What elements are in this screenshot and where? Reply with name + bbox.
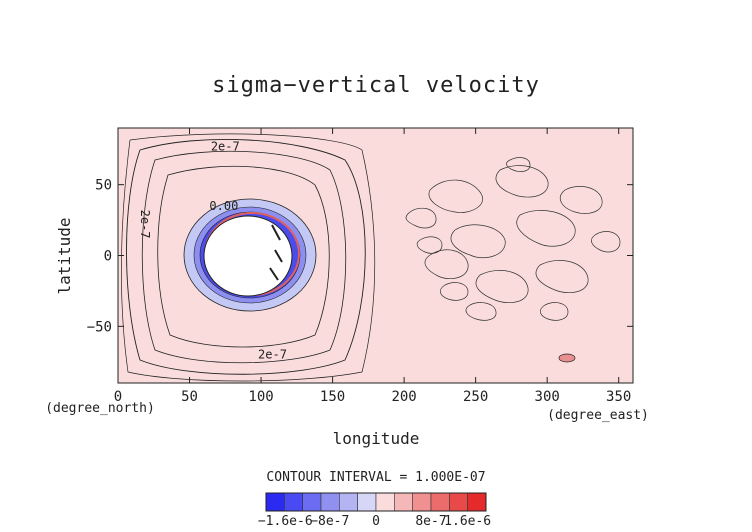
x-tick-label: 300 (535, 389, 560, 405)
x-tick-label: 200 (391, 389, 416, 405)
contour-label: 0.00 (209, 199, 238, 213)
contour-line (126, 138, 366, 375)
colorbar-swatch (449, 492, 468, 512)
colorbar-labels: −1.6e-6−8e-7 0 8e-71.6e-6 (258, 514, 491, 529)
contour-layer (121, 133, 621, 382)
colorbar-swatch (284, 492, 303, 512)
contour-label: 2e-7 (138, 210, 152, 239)
colorbar-tick-label: 1.6e-6 (444, 514, 491, 529)
colorbar-swatch (320, 492, 340, 512)
x-tick-label: 250 (463, 389, 488, 405)
colorbar-swatch (302, 492, 322, 512)
y-tick-label: 0 (104, 249, 112, 265)
colorbar-swatch (394, 492, 413, 512)
colorbar-swatch (357, 492, 377, 512)
colorbar-swatch (430, 492, 450, 512)
colorbar-tick-label: −8e-7 (310, 514, 349, 529)
contour-interval-text: CONTOUR INTERVAL = 1.000E-07 (266, 470, 485, 485)
x-tick-label: 150 (320, 389, 345, 405)
colorbar-swatch (412, 492, 432, 512)
colorbar-tick-label: 0 (372, 514, 380, 529)
colorbar-frame (265, 492, 487, 512)
x-unit-label: (degree_east) (547, 408, 649, 423)
contour-label: 2e-7 (211, 139, 240, 153)
rim-contours (269, 224, 283, 281)
x-tick-label: 50 (181, 389, 198, 405)
colorbar-tick-label: −1.6e-6 (258, 514, 313, 529)
eastern-noise-contours (405, 157, 621, 321)
contour-line (141, 150, 347, 364)
y-axis-label: latitude (55, 217, 74, 294)
small-positive-patch (558, 353, 576, 363)
colorbar-tick-label: 8e-7 (415, 514, 446, 529)
y-axis-ticks: −50 0 50 (87, 178, 633, 335)
x-axis-ticks: 0 50 100 150 200 250 300 350 (114, 128, 631, 405)
x-tick-label: 100 (248, 389, 273, 405)
x-tick-label: 0 (114, 389, 122, 405)
colorbar (265, 492, 487, 512)
colorbar-swatch (467, 492, 487, 512)
contour-label: 2e-7 (258, 348, 287, 362)
y-unit-label: (degree_north) (45, 401, 155, 416)
colorbar-swatch (265, 492, 285, 512)
colorbar-swatch (339, 492, 358, 512)
masked-circle (203, 215, 293, 297)
contour-line (157, 165, 330, 348)
chart-title: sigma−vertical velocity (212, 73, 540, 98)
colorbar-swatch (375, 492, 395, 512)
x-axis-label: longitude (333, 429, 420, 448)
y-tick-label: −50 (87, 319, 112, 335)
y-tick-label: 50 (95, 178, 112, 194)
contour-line (121, 133, 376, 382)
x-tick-label: 350 (606, 389, 631, 405)
